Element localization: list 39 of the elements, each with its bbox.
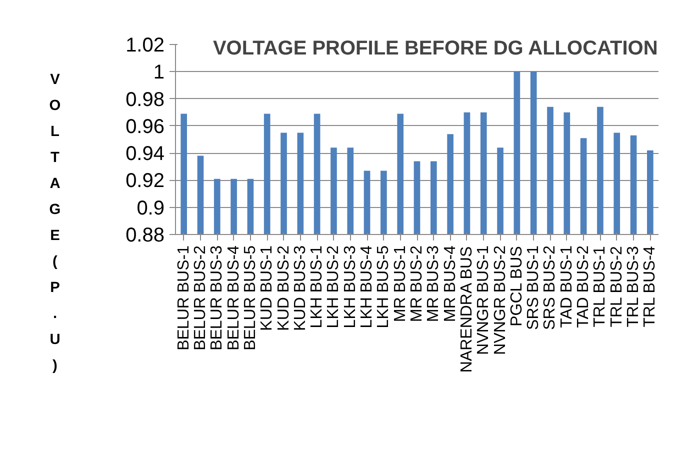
x-tick-label: MR BUS-1 (392, 245, 409, 322)
x-tick-label: LKH BUS-2 (325, 245, 342, 328)
x-tick-label: MR BUS-4 (442, 245, 459, 322)
y-tick-label: 0.92 (126, 170, 165, 192)
y-tick-label: 1.02 (126, 34, 165, 56)
y-tick-label: 0.94 (126, 143, 165, 166)
chart-title: VOLTAGE PROFILE BEFORE DG ALLOCATION (212, 38, 658, 60)
x-tick-label: LKH BUS-1 (308, 245, 326, 328)
x-tick-label: KUD BUS-1 (258, 245, 276, 331)
x-tick-label: PGCL BUS (508, 246, 526, 326)
x-tick-label: NVNGR BUS-2 (492, 245, 509, 355)
x-tick-label: BELUR BUS-4 (225, 245, 242, 350)
y-tick-label: 0.96 (126, 116, 165, 138)
x-tick-label: SRS BUS-1 (525, 245, 542, 330)
y-tick-label: 1 (153, 62, 164, 84)
x-tick-label: TAD BUS-1 (558, 245, 576, 328)
x-tick-label: BELUR BUS-2 (192, 245, 209, 350)
x-tick-label: TRL BUS-4 (642, 246, 659, 328)
x-tick-label: LKH BUS-3 (342, 245, 359, 328)
text: VOLTAGE (P.U) (49, 72, 61, 374)
x-tick-label: MR BUS-2 (408, 245, 426, 322)
x-tick-label: NVNGR BUS-1 (475, 245, 492, 355)
x-tick-label: NARENDRA BUS (458, 246, 476, 373)
x-tick-label: KUD BUS-2 (275, 245, 292, 331)
x-tick-label: TAD BUS-2 (575, 245, 592, 328)
x-tick-label: TRL BUS-3 (625, 246, 642, 328)
x-tick-label: BELUR BUS-1 (175, 245, 192, 350)
x-tick-label: TRL BUS-2 (608, 246, 626, 328)
x-tick-label: MR BUS-3 (425, 245, 442, 322)
y-tick-label: 0.88 (126, 224, 165, 246)
x-tick-label: SRS BUS-2 (542, 245, 559, 330)
x-tick-label: KUD BUS-3 (292, 245, 309, 331)
x-tick-label: LKH BUS-5 (375, 245, 392, 328)
y-tick-label: 0.98 (126, 88, 165, 111)
x-tick-label: BELUR BUS-3 (208, 245, 226, 350)
x-tick-label: TRL BUS-1 (592, 246, 609, 328)
y-tick-label: 0.9 (136, 197, 165, 220)
x-tick-label: LKH BUS-4 (358, 245, 376, 328)
x-tick-label: BELUR BUS-5 (242, 245, 259, 350)
